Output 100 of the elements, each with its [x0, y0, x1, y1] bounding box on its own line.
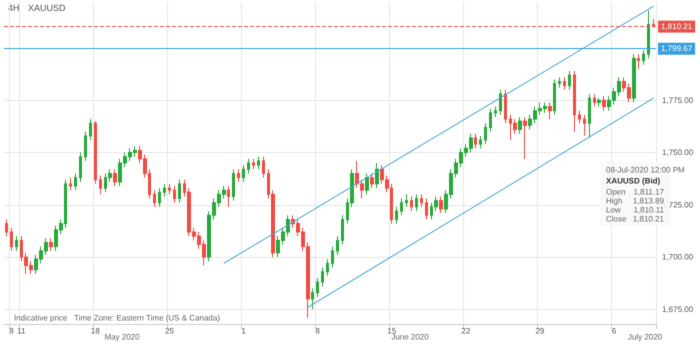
candlestick	[326, 258, 329, 276]
candlestick	[370, 172, 374, 189]
candlestick	[410, 196, 413, 212]
annotation: Close	[606, 214, 628, 224]
x-tick-label: 8	[9, 326, 14, 336]
annotation: 1,810.21	[632, 214, 665, 224]
candlestick	[257, 156, 260, 170]
y-tick-label: 1,700.00	[662, 252, 694, 262]
x-tick-label: 11	[17, 326, 26, 336]
candlestick	[84, 131, 87, 162]
candlestick	[158, 188, 161, 208]
candlestick	[479, 135, 482, 149]
candlestick	[583, 114, 586, 136]
candlestick	[405, 194, 408, 208]
candlestick	[365, 172, 369, 195]
candlestick	[49, 238, 53, 252]
annotation: 1,811.17	[633, 188, 665, 196]
y-tick-label: 1,725.00	[662, 200, 694, 210]
candlestick	[227, 186, 230, 208]
candlestick	[316, 278, 319, 298]
candlestick	[578, 110, 581, 124]
candlestick	[232, 168, 235, 202]
candlestick	[341, 214, 344, 246]
annotation: Low	[606, 206, 621, 214]
y-tick-label: 1,775.00	[662, 96, 694, 105]
candlestick	[593, 94, 596, 108]
x-tick-label: 6	[612, 326, 617, 336]
candlestick	[178, 179, 181, 204]
candlestick	[173, 186, 176, 204]
candlestick	[415, 194, 418, 212]
candlestick	[548, 102, 552, 120]
candlestick	[247, 158, 250, 174]
candlestick	[113, 168, 117, 186]
candlestick	[375, 162, 379, 189]
candlestick	[99, 175, 102, 195]
y-tick-label: 1,750.00	[662, 148, 694, 158]
candlestick	[311, 288, 314, 310]
x-tick-label: 18	[90, 326, 100, 336]
candlestick	[504, 89, 507, 124]
x-tick-label: 22	[461, 326, 471, 336]
candlestick	[79, 152, 82, 182]
candlestick	[321, 267, 324, 287]
candlestick	[10, 227, 13, 252]
annotation: 08-Jul-2020 12:00 PM	[606, 166, 686, 174]
annotation: Indicative price	[14, 314, 68, 322]
candlestick	[94, 120, 97, 184]
text: July 2020	[628, 332, 663, 342]
candlestick	[632, 54, 636, 103]
candlestick	[499, 89, 502, 116]
candlestick	[262, 156, 265, 178]
candlestick	[518, 116, 522, 134]
candlestick	[168, 183, 171, 195]
candlestick	[523, 116, 527, 160]
candlestick	[474, 133, 477, 149]
x-tick-label: 15	[387, 326, 397, 336]
candlestick	[484, 122, 487, 145]
text: May 2020	[104, 332, 140, 342]
candlestick	[647, 10, 650, 59]
candlestick	[602, 96, 606, 112]
y-tick-label: 1,675.00	[662, 304, 694, 314]
candlestick	[400, 198, 403, 216]
candlestick	[331, 246, 334, 268]
text: June 2020	[391, 332, 430, 342]
x-tick-label: 8	[315, 326, 320, 336]
candlestick	[74, 172, 77, 191]
candlestick	[588, 94, 591, 138]
candlestick	[637, 54, 640, 70]
candlestick	[89, 118, 92, 140]
annotation: Open	[606, 188, 626, 196]
candlestick	[336, 236, 339, 256]
ref-line-label: 1,810.21	[661, 22, 693, 32]
annotation: 1,810.11	[633, 206, 665, 214]
candlestick	[563, 76, 566, 90]
candlestick	[163, 183, 166, 197]
candlestick	[420, 194, 423, 208]
candlestick	[425, 198, 428, 220]
candlestick	[439, 196, 443, 214]
candlestick	[597, 98, 601, 108]
candlestick	[237, 168, 240, 182]
candlestick	[153, 190, 156, 208]
candlestick	[15, 236, 18, 252]
x-tick-label: 29	[535, 326, 545, 336]
candlestick	[553, 78, 556, 116]
annotation: High	[606, 196, 622, 206]
candlestick	[568, 70, 571, 90]
x-tick-label: 1	[241, 326, 246, 336]
candlestick	[242, 164, 245, 182]
candlestick	[494, 106, 497, 118]
candlestick	[573, 70, 576, 132]
ref-line-label: 1,799.67	[661, 44, 693, 54]
candlestick	[5, 218, 8, 237]
candlestick	[642, 50, 645, 66]
candlestick	[558, 76, 561, 88]
annotation: Time Zone: Eastern Time (US & Canada)	[74, 314, 220, 322]
candlestick	[395, 206, 398, 224]
candlestick	[489, 108, 492, 132]
candlestick	[252, 158, 255, 170]
annotation: XAUUSD (Bid)	[606, 176, 661, 186]
annotation: 1,813.89	[632, 196, 665, 206]
chart-subtitle: XAUUSD	[28, 3, 66, 13]
